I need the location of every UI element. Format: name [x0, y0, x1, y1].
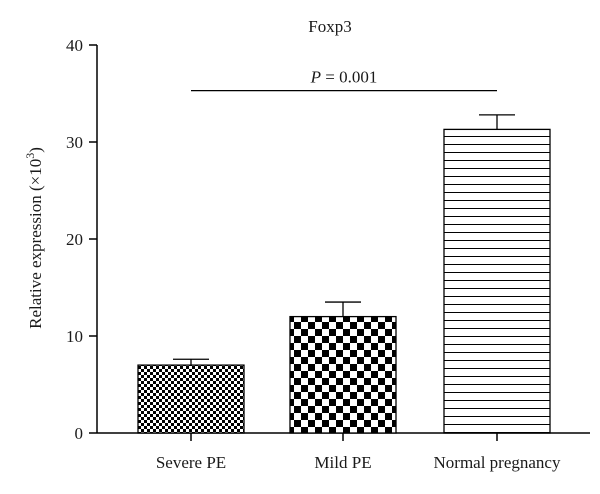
y-tick-label-40: 40	[66, 36, 83, 55]
y-axis-label-suffix: )	[26, 147, 45, 153]
bar-normal-pregnancy	[443, 128, 551, 434]
y-axis-label: Relative expression (×103)	[23, 147, 45, 329]
p-value-annotation: P = 0.001	[310, 68, 378, 87]
y-axis-label-superscript: 3	[23, 153, 37, 159]
y-ticks: 0 10 20 30 40	[66, 36, 97, 443]
chart-title: Foxp3	[308, 17, 351, 36]
x-tick-labels: Severe PE Mild PE Normal pregnancy	[156, 453, 561, 472]
bar-mild-pe	[289, 315, 397, 434]
x-tick-label-severe-pe: Severe PE	[156, 453, 226, 472]
y-tick-label-30: 30	[66, 133, 83, 152]
x-ticks	[190, 433, 498, 441]
x-tick-label-mild-pe: Mild PE	[314, 453, 371, 472]
y-tick-label-0: 0	[75, 424, 84, 443]
p-symbol: P	[310, 68, 321, 87]
x-tick-label-normal-pregnancy: Normal pregnancy	[434, 453, 561, 472]
p-value-text: = 0.001	[321, 68, 377, 87]
bars	[137, 128, 551, 434]
error-bars	[173, 114, 515, 366]
y-tick-label-20: 20	[66, 230, 83, 249]
y-axis-label-prefix: Relative expression (×10	[26, 159, 45, 329]
bar-severe-pe	[137, 364, 245, 434]
y-tick-label-10: 10	[66, 327, 83, 346]
